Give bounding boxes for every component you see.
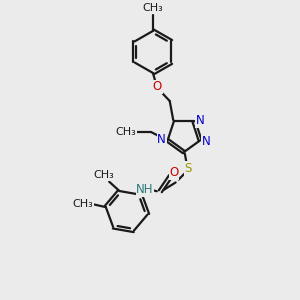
Text: CH₃: CH₃	[73, 199, 94, 209]
Text: CH₃: CH₃	[93, 170, 114, 180]
Text: CH₃: CH₃	[142, 3, 163, 14]
Text: S: S	[184, 162, 192, 175]
Text: N: N	[158, 133, 166, 146]
Text: N: N	[195, 114, 204, 128]
Text: O: O	[153, 80, 162, 94]
Text: NH: NH	[136, 183, 154, 196]
Text: O: O	[169, 166, 179, 179]
Text: CH₃: CH₃	[115, 127, 136, 136]
Text: N: N	[202, 135, 210, 148]
